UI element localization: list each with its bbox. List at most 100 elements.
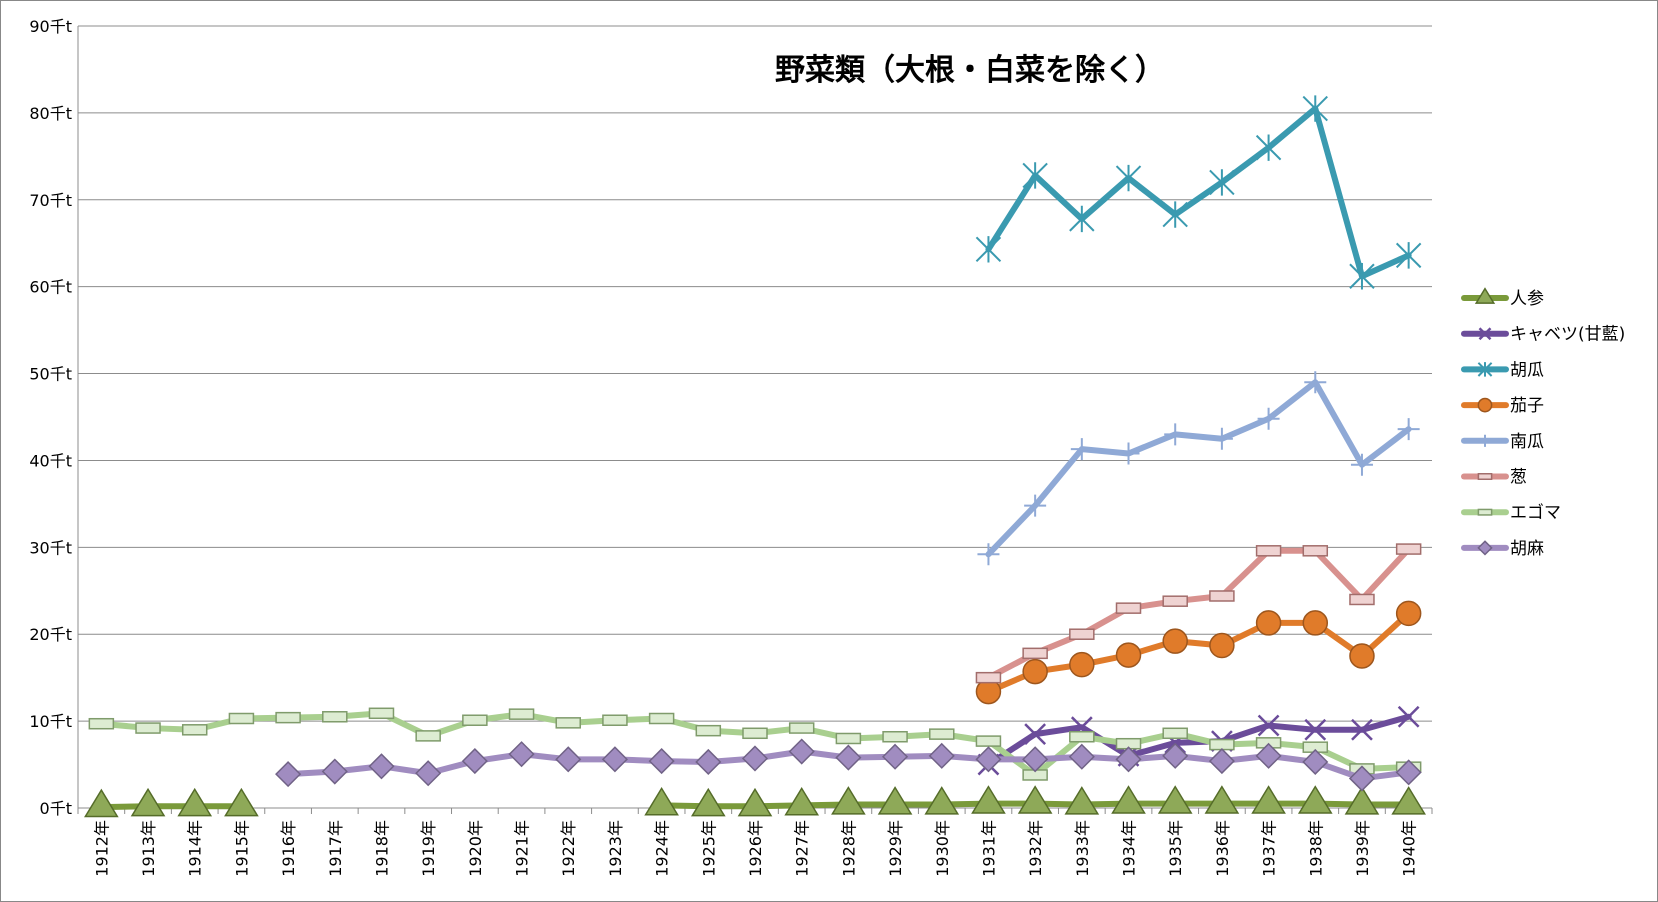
data-point — [975, 735, 1002, 747]
data-point — [690, 787, 726, 817]
data-point — [1208, 748, 1235, 775]
data-point — [1209, 590, 1235, 602]
chart-title: 野菜類（大根・白菜を除く） — [775, 53, 1165, 88]
x-tick-label: 1940年 — [1400, 820, 1419, 877]
legend-marker — [1477, 397, 1493, 413]
data-point — [415, 730, 441, 742]
series-5 — [975, 543, 1422, 684]
data-point — [181, 724, 208, 736]
data-point — [1255, 742, 1282, 769]
data-point — [1162, 201, 1188, 228]
x-tick-label: 1931年 — [979, 820, 998, 877]
data-point — [1349, 263, 1375, 290]
data-point — [275, 761, 302, 788]
x-tick-label: 1933年 — [1073, 820, 1092, 877]
series-4 — [977, 371, 1420, 566]
data-point — [648, 712, 675, 725]
data-point — [1117, 442, 1140, 465]
data-point — [130, 787, 166, 817]
series-line — [985, 610, 1412, 695]
x-tick-label: 1935年 — [1166, 820, 1185, 877]
data-point — [1069, 205, 1095, 233]
data-point — [135, 722, 161, 734]
legend-label: 茄子 — [1510, 396, 1544, 416]
data-point — [1162, 595, 1188, 607]
legend-item: 胡麻 — [1461, 539, 1544, 559]
data-point — [1304, 371, 1327, 394]
legend-marker — [1474, 287, 1496, 304]
data-point — [1344, 786, 1380, 815]
data-point — [461, 748, 488, 775]
data-point — [321, 758, 348, 785]
data-point — [975, 746, 1002, 773]
data-point — [1164, 423, 1187, 446]
x-tick-label: 1922年 — [559, 820, 578, 877]
x-tick-label: 1920年 — [466, 820, 485, 877]
legend-item: 南瓜 — [1461, 432, 1544, 452]
series-layer — [84, 95, 1426, 818]
x-tick-label: 1927年 — [793, 820, 812, 877]
data-point — [1157, 785, 1193, 814]
data-point — [1302, 95, 1328, 122]
data-point — [1022, 658, 1048, 685]
data-point — [1209, 632, 1235, 659]
data-point — [741, 745, 769, 772]
data-point — [695, 724, 722, 737]
data-point — [228, 712, 255, 725]
series-line — [985, 546, 1412, 681]
y-tick-label: 90千t — [29, 17, 72, 36]
data-point — [1349, 593, 1375, 606]
data-point — [368, 753, 395, 780]
data-point — [977, 543, 1000, 566]
legend-label: エゴマ — [1510, 502, 1561, 523]
x-tick-label: 1936年 — [1213, 820, 1232, 877]
legend-item: 葱 — [1461, 468, 1527, 488]
legend-item: 茄子 — [1461, 396, 1544, 416]
x-tick-label: 1929年 — [886, 820, 905, 877]
data-point — [1115, 164, 1142, 192]
y-tick-label: 0千t — [40, 799, 72, 818]
data-point — [835, 744, 862, 771]
data-point — [1064, 786, 1100, 815]
y-tick-label: 50千t — [29, 365, 72, 384]
series-line — [985, 105, 1412, 280]
x-tick-label: 1938年 — [1306, 820, 1325, 877]
data-point — [784, 786, 820, 816]
legend-item: エゴマ — [1461, 502, 1561, 523]
series-line — [985, 379, 1412, 558]
data-point — [177, 787, 213, 817]
legend-marker — [1478, 434, 1492, 447]
legend-label: 葱 — [1510, 468, 1527, 488]
data-point — [1251, 785, 1286, 814]
data-point — [1024, 723, 1047, 746]
data-point — [831, 786, 866, 815]
data-point — [971, 785, 1006, 814]
series-line — [98, 803, 245, 811]
data-point — [1070, 438, 1093, 461]
data-point — [1257, 407, 1280, 430]
legend-label: 南瓜 — [1510, 432, 1544, 452]
x-tick-label: 1928年 — [839, 820, 858, 877]
x-tick-label: 1932年 — [1026, 820, 1045, 877]
data-point — [1115, 642, 1142, 668]
x-tick-label: 1937年 — [1260, 820, 1279, 877]
data-point — [1397, 705, 1420, 728]
legend-marker — [1477, 540, 1493, 556]
data-point — [1115, 746, 1142, 773]
x-tick-label: 1923年 — [606, 820, 625, 877]
data-point — [462, 714, 488, 726]
data-point — [1069, 731, 1095, 743]
x-tick-label: 1915年 — [232, 820, 251, 877]
legend-marker — [1477, 508, 1493, 516]
data-point — [975, 671, 1002, 684]
data-point — [1017, 785, 1053, 814]
series-0 — [84, 785, 1426, 818]
legend-marker — [1477, 473, 1493, 480]
data-point — [508, 708, 535, 720]
data-point — [1349, 643, 1375, 669]
data-point — [924, 786, 960, 815]
data-point — [975, 236, 1002, 263]
data-point — [1068, 743, 1095, 770]
x-tick-label: 1926年 — [746, 820, 765, 877]
x-tick-label: 1930年 — [933, 820, 952, 877]
